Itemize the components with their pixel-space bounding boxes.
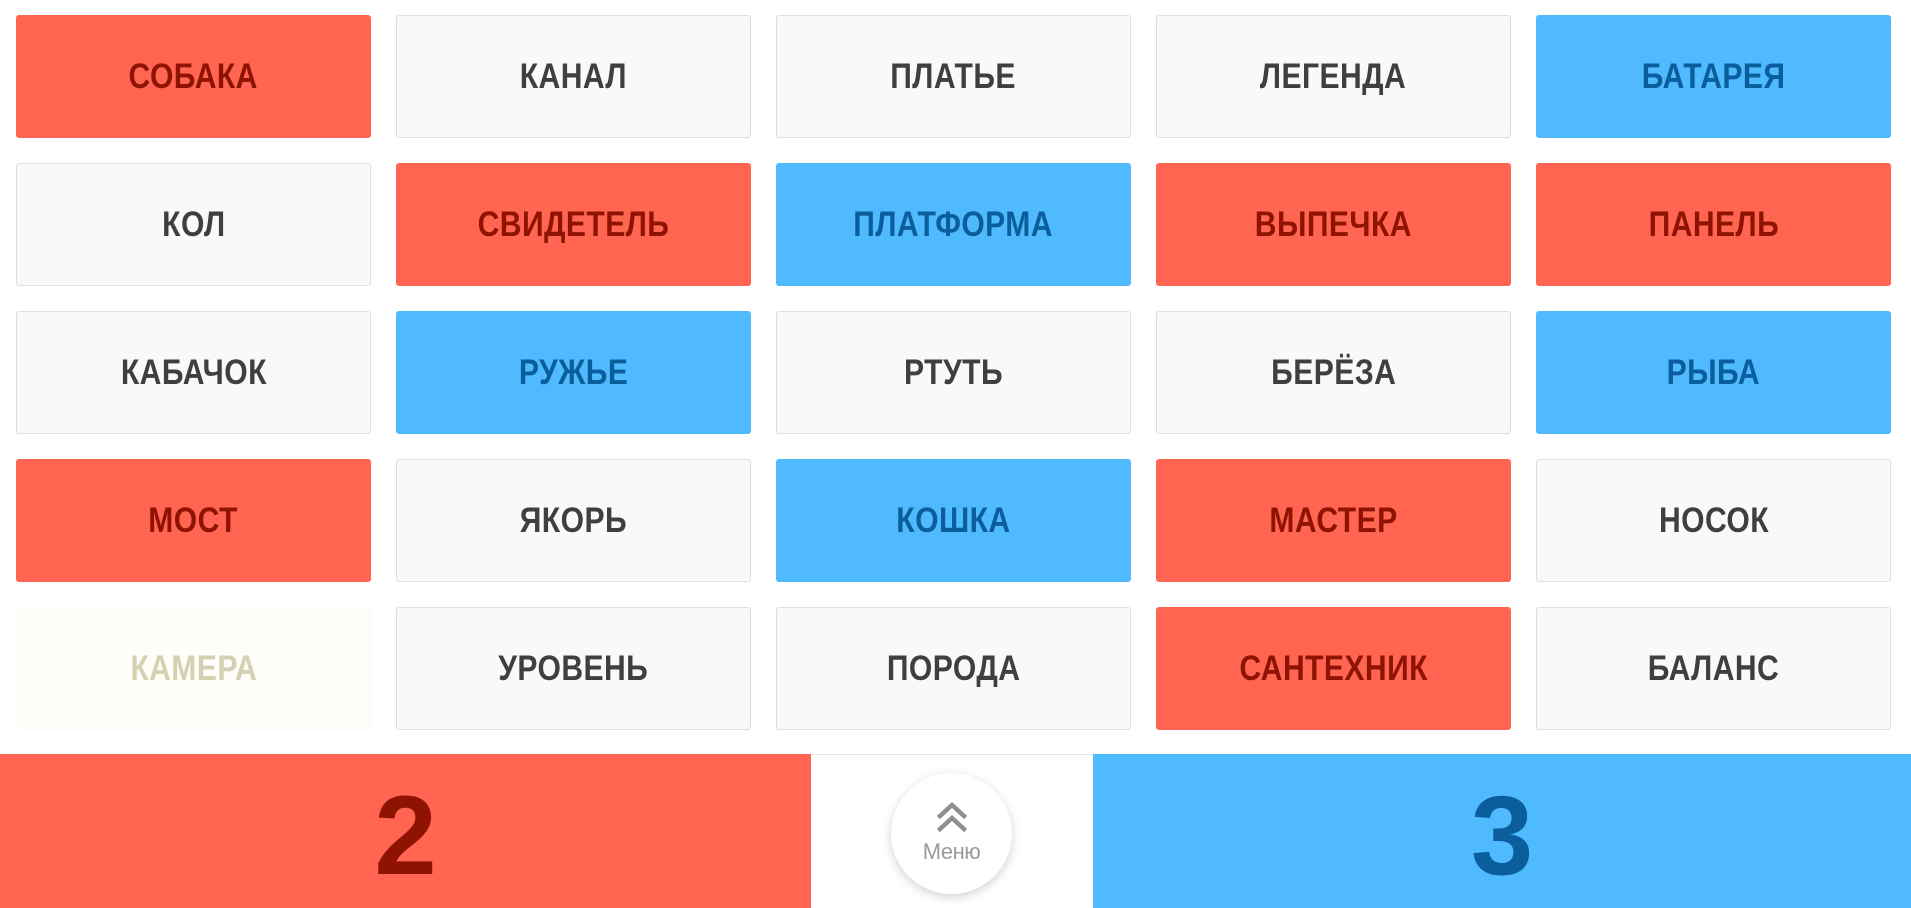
- card-word: СВИДЕТЕЛЬ: [477, 204, 670, 244]
- card-word: КОШКА: [896, 500, 1011, 540]
- word-card[interactable]: ВЫПЕЧКА: [1156, 163, 1511, 286]
- card-word: КАМЕРА: [129, 648, 258, 688]
- word-card[interactable]: РЫБА: [1536, 311, 1891, 434]
- word-card[interactable]: СОБАКА: [16, 15, 371, 138]
- card-word: БЕРЁЗА: [1270, 352, 1397, 392]
- card-word: КАБАЧОК: [120, 352, 267, 392]
- card-word: КОЛ: [161, 204, 226, 244]
- word-card[interactable]: КАНАЛ: [396, 15, 751, 138]
- word-card[interactable]: РУЖЬЕ: [396, 311, 751, 434]
- word-card[interactable]: КОШКА: [776, 459, 1131, 582]
- blue-team-score: 3: [1470, 773, 1534, 898]
- word-card[interactable]: КОЛ: [16, 163, 371, 286]
- word-card[interactable]: УРОВЕНЬ: [396, 607, 751, 730]
- word-card[interactable]: БАТАРЕЯ: [1536, 15, 1891, 138]
- word-card[interactable]: ПАНЕЛЬ: [1536, 163, 1891, 286]
- word-card[interactable]: КАМЕРА: [16, 607, 371, 730]
- card-word: МАСТЕР: [1269, 500, 1398, 540]
- card-word: САНТЕХНИК: [1239, 648, 1428, 688]
- card-word: РЫБА: [1666, 352, 1761, 392]
- word-card[interactable]: ПОРОДА: [776, 607, 1131, 730]
- card-word: БАТАРЕЯ: [1641, 56, 1786, 96]
- card-word: ПЛАТФОРМА: [853, 204, 1054, 244]
- card-word: РУЖЬЕ: [518, 352, 629, 392]
- card-word: СОБАКА: [128, 56, 259, 96]
- word-card[interactable]: САНТЕХНИК: [1156, 607, 1511, 730]
- card-word: ПОРОДА: [886, 648, 1021, 688]
- word-card[interactable]: КАБАЧОК: [16, 311, 371, 434]
- red-team-score: 2: [374, 773, 437, 898]
- word-card[interactable]: НОСОК: [1536, 459, 1891, 582]
- word-card[interactable]: МАСТЕР: [1156, 459, 1511, 582]
- card-word: БАЛАНС: [1647, 648, 1780, 688]
- word-card[interactable]: ЛЕГЕНДА: [1156, 15, 1511, 138]
- blue-team-score-panel: 3: [1093, 754, 1911, 908]
- menu-button[interactable]: Меню: [891, 773, 1012, 894]
- word-card[interactable]: СВИДЕТЕЛЬ: [396, 163, 751, 286]
- card-word: КАНАЛ: [519, 56, 628, 96]
- word-card[interactable]: ПЛАТЬЕ: [776, 15, 1131, 138]
- card-word: ВЫПЕЧКА: [1254, 204, 1413, 244]
- word-board: СОБАКА КАНАЛ ПЛАТЬЕ ЛЕГЕНДА БАТАРЕЯ КОЛ …: [16, 15, 1891, 730]
- card-word: ПАНЕЛЬ: [1648, 204, 1779, 244]
- card-word: ЛЕГЕНДА: [1260, 56, 1407, 96]
- word-card[interactable]: РТУТЬ: [776, 311, 1131, 434]
- word-card[interactable]: БАЛАНС: [1536, 607, 1891, 730]
- double-chevron-up-icon: [935, 801, 969, 833]
- card-word: НОСОК: [1658, 500, 1769, 540]
- card-word: МОСТ: [148, 500, 239, 540]
- word-card[interactable]: БЕРЁЗА: [1156, 311, 1511, 434]
- score-bar: 2 Меню 3: [0, 754, 1911, 908]
- word-card[interactable]: ПЛАТФОРМА: [776, 163, 1131, 286]
- word-card[interactable]: ЯКОРЬ: [396, 459, 751, 582]
- red-team-score-panel: 2: [0, 754, 811, 908]
- card-word: УРОВЕНЬ: [498, 648, 649, 688]
- menu-area: Меню: [811, 754, 1093, 908]
- word-card[interactable]: МОСТ: [16, 459, 371, 582]
- menu-label: Меню: [922, 838, 981, 864]
- card-word: ЯКОРЬ: [519, 500, 628, 540]
- card-word: ПЛАТЬЕ: [890, 56, 1017, 96]
- card-word: РТУТЬ: [904, 352, 1003, 392]
